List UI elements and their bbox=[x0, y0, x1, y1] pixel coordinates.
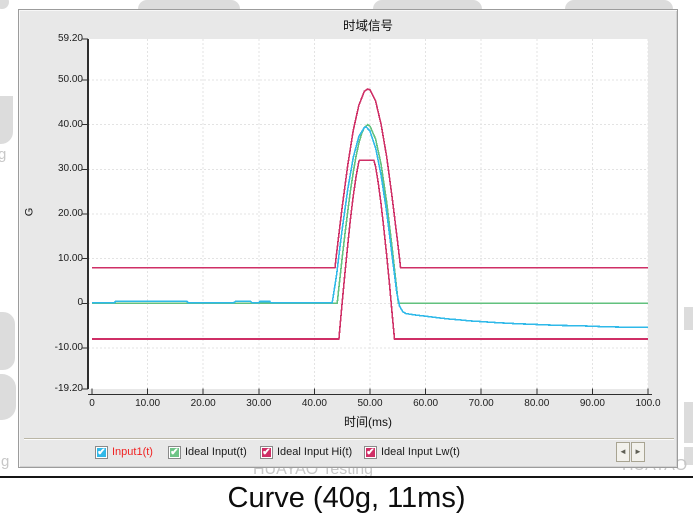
background-blob bbox=[0, 374, 16, 420]
legend-checkbox[interactable]: ✔ bbox=[168, 445, 181, 459]
background-blob bbox=[684, 307, 693, 330]
x-tick-label: 0 bbox=[89, 398, 95, 409]
legend-label: Ideal Input Hi(t) bbox=[277, 446, 353, 458]
y-axis-title: G bbox=[23, 207, 36, 217]
background-blob bbox=[684, 402, 693, 443]
legend-label: Input1(t) bbox=[112, 446, 153, 458]
legend-checkbox[interactable]: ✔ bbox=[260, 445, 273, 459]
chart-title: 时域信号 bbox=[342, 19, 393, 33]
legend-scroll-left-button[interactable]: ◄ bbox=[616, 442, 630, 462]
plot-canvas bbox=[82, 38, 652, 396]
x-tick-label: 70.00 bbox=[468, 398, 494, 409]
y-tick-label: 0 bbox=[77, 297, 83, 309]
legend-checkbox[interactable]: ✔ bbox=[95, 445, 108, 459]
x-axis-title: 时间(ms) bbox=[344, 415, 392, 429]
legend-divider bbox=[24, 438, 674, 440]
time-domain-chart-panel: 时域信号 G 59.20 50.00 40.00 30.00 20.00 10.00 0 -1… bbox=[18, 9, 678, 468]
y-tick-label: 10.00 bbox=[57, 252, 83, 264]
x-tick-label: 100.0 bbox=[635, 398, 661, 409]
y-tick-label: 50.00 bbox=[57, 74, 83, 86]
x-tick-label: 90.00 bbox=[579, 398, 605, 409]
x-tick-label: 80.00 bbox=[524, 398, 550, 409]
x-tick-label: 10.00 bbox=[135, 398, 161, 409]
background-blob bbox=[0, 0, 9, 9]
watermark-left-top: g bbox=[0, 146, 7, 163]
legend-checkbox[interactable]: ✔ bbox=[364, 445, 377, 459]
legend-scroll-right-button[interactable]: ► bbox=[631, 442, 645, 462]
series-input1-t- bbox=[92, 125, 648, 329]
x-tick-label: 50.00 bbox=[357, 398, 383, 409]
y-tick-label: 30.00 bbox=[57, 163, 83, 175]
legend-label: Ideal Input Lw(t) bbox=[381, 446, 460, 458]
legend-item-ideal-input-t-: ✔ Ideal Input(t) bbox=[168, 445, 247, 459]
legend-item-input1-t-: ✔ Input1(t) bbox=[95, 445, 153, 459]
background-blob bbox=[0, 312, 15, 370]
series-ideal-input-hi-t- bbox=[92, 88, 648, 269]
background-blob bbox=[373, 0, 482, 10]
series-ideal-input-t- bbox=[92, 123, 648, 305]
background-blob bbox=[138, 0, 240, 10]
x-tick-label: 20.00 bbox=[190, 398, 216, 409]
series-ideal-input-lw-t- bbox=[92, 159, 648, 340]
background-blob bbox=[0, 96, 13, 144]
watermark-left-bottom: g bbox=[1, 453, 10, 470]
x-tick-label: 60.00 bbox=[413, 398, 439, 409]
y-tick-label: 59.20 bbox=[57, 33, 83, 44]
legend-label: Ideal Input(t) bbox=[185, 446, 247, 458]
y-tick-label: -10.00 bbox=[54, 341, 83, 353]
y-tick-label: 40.00 bbox=[57, 118, 83, 130]
x-tick-label: 30.00 bbox=[246, 398, 272, 409]
y-tick-label: 20.00 bbox=[57, 208, 83, 219]
legend-item-ideal-input-lw-t-: ✔ Ideal Input Lw(t) bbox=[364, 445, 460, 459]
separator-line bbox=[0, 476, 693, 478]
caption: Curve (40g, 11ms) bbox=[227, 482, 466, 514]
background-blob bbox=[565, 0, 673, 10]
background-blob bbox=[684, 447, 693, 465]
x-tick-label: 40.00 bbox=[301, 398, 327, 409]
y-tick-label: -19.20 bbox=[54, 383, 83, 394]
legend-item-ideal-input-hi-t-: ✔ Ideal Input Hi(t) bbox=[260, 445, 352, 459]
